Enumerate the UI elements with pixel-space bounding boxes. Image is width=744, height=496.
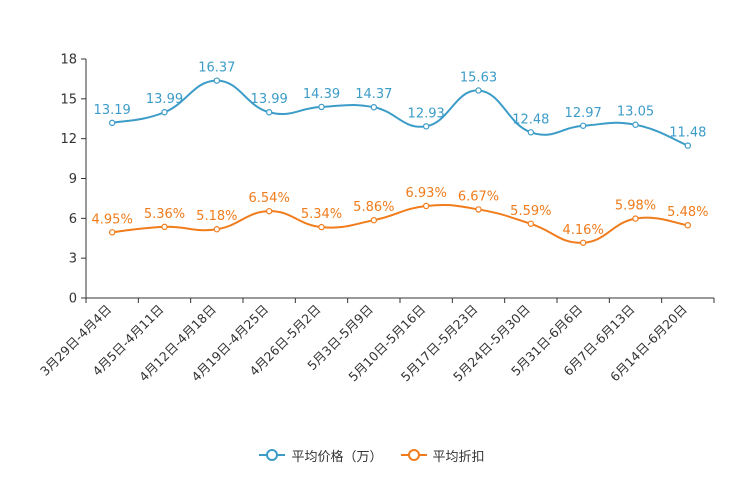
data-label: 4.95% [92,212,133,227]
data-point[interactable] [527,220,535,227]
data-label: 5.59% [510,204,551,219]
data-label: 5.36% [144,207,185,222]
data-label: 14.39 [303,87,340,102]
data-point[interactable] [579,122,587,129]
data-point[interactable] [318,223,325,231]
data-label: 6.67% [458,189,499,204]
data-label: 6.93% [406,186,447,201]
y-tick-label: 0 [69,292,77,307]
data-point[interactable] [475,206,482,213]
data-label: 5.48% [667,205,708,220]
data-label: 12.48 [512,112,549,127]
data-label: 5.86% [353,200,394,215]
data-label: 13.99 [251,92,288,107]
data-label: 12.97 [565,106,602,121]
data-point[interactable] [108,119,116,127]
data-label: 13.05 [617,105,654,120]
data-point[interactable] [579,239,587,246]
data-point[interactable] [213,77,221,84]
data-point[interactable] [422,123,430,130]
data-label: 16.37 [198,61,235,76]
series-layer [108,77,692,246]
data-point[interactable] [213,226,221,233]
data-label: 5.18% [196,209,237,224]
data-label: 12.93 [408,106,445,121]
data-label: 15.63 [460,70,497,85]
y-tick-label: 18 [60,53,77,68]
data-point[interactable] [318,103,325,111]
data-point[interactable] [370,103,378,111]
data-point[interactable] [161,109,168,116]
data-point[interactable] [527,129,535,136]
data-point[interactable] [632,121,639,128]
data-point[interactable] [370,216,378,224]
data-label: 13.19 [94,103,131,118]
series-line-1 [112,203,688,244]
data-point[interactable] [265,109,273,116]
legend-item-discount[interactable]: 平均折扣 [400,446,485,465]
legend-item-price[interactable]: 平均价格（万） [259,446,383,465]
y-tick-label: 9 [69,172,77,187]
data-point[interactable] [161,223,168,231]
legend-label-price: 平均价格（万） [291,449,383,465]
data-label: 6.54% [249,191,290,206]
y-tick-label: 6 [69,212,77,227]
data-point[interactable] [265,207,273,215]
legend-label-discount: 平均折扣 [432,449,485,465]
y-tick-label: 12 [60,132,77,147]
data-label: 5.98% [615,199,656,214]
data-point[interactable] [108,229,116,236]
y-tick-label: 15 [60,92,77,107]
data-point[interactable] [684,142,692,149]
data-point[interactable] [684,222,692,229]
data-labels: 13.19 13.99 16.37 13.99 14.39 14.37 12.93 15.63… [92,61,709,238]
data-label: 13.99 [146,92,183,107]
data-point[interactable] [475,87,482,94]
data-label: 14.37 [355,87,392,102]
data-point[interactable] [632,215,639,222]
data-label: 4.16% [563,223,604,238]
legend-marker-price-icon [259,449,286,461]
data-label: 5.34% [301,207,342,222]
data-point[interactable] [422,202,430,210]
legend-marker-discount-icon [400,449,427,461]
y-tick-label: 3 [69,252,77,267]
legend: 平均价格（万） 平均折扣 [0,444,744,466]
data-label: 11.48 [669,126,706,141]
